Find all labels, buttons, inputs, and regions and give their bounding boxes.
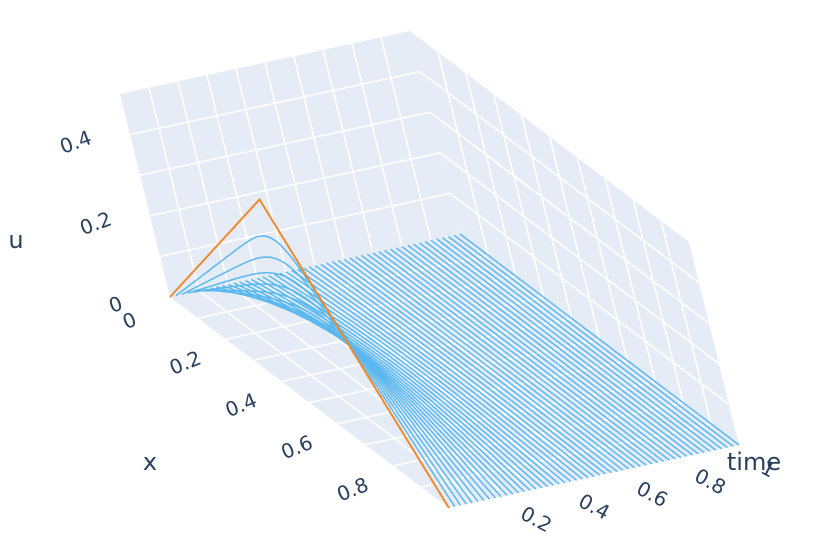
time-tick-label: 0.8	[691, 463, 730, 499]
solution-line	[430, 239, 711, 452]
back-wall-gridline	[129, 70, 421, 136]
solution-line	[256, 277, 537, 490]
side-wall-gridline	[492, 94, 545, 298]
solution-line	[378, 251, 659, 464]
solution-line	[366, 253, 647, 466]
back-wall-gridline	[177, 81, 229, 285]
x-tick-label: 0.2	[166, 346, 204, 380]
initial-condition-line	[169, 197, 450, 509]
solution-line	[453, 234, 734, 447]
back-wall-gridline	[293, 56, 345, 260]
solution-line	[320, 263, 601, 476]
u-tick-label: 0.2	[77, 207, 115, 240]
initial-condition-polyline	[169, 197, 450, 509]
solution-line	[250, 278, 531, 491]
floor-gridline	[337, 359, 628, 425]
solution-line	[407, 244, 688, 457]
solution-line	[314, 264, 595, 478]
floor-gridline	[225, 275, 516, 340]
solution-line	[326, 262, 607, 475]
time-tick-label: 0.4	[575, 489, 614, 525]
solution-line	[459, 233, 740, 446]
floor-gridline	[281, 317, 572, 383]
side-wall-gridline	[429, 111, 710, 324]
side-wall-gridline	[439, 152, 720, 365]
x-tick-label: 0.6	[278, 430, 316, 464]
solution-line	[401, 246, 682, 459]
solution-line	[273, 273, 554, 486]
side-wall-gridline	[548, 136, 601, 340]
solution-line	[331, 261, 612, 474]
back-wall-gridline	[148, 87, 200, 291]
time-tick-label: 0.6	[633, 476, 672, 512]
u-axis-title: u	[8, 226, 23, 254]
solution-line	[337, 259, 618, 473]
back-wall-gridline	[235, 68, 287, 272]
solution-line	[308, 266, 589, 479]
solution-line	[239, 281, 520, 494]
solution-line	[372, 252, 653, 465]
floor-gridline	[253, 296, 544, 362]
solution-line	[395, 247, 676, 460]
back-wall-gridline	[206, 74, 258, 279]
solution-line	[268, 274, 549, 488]
side-wall-gridline	[604, 178, 657, 382]
back-wall-gridline	[380, 37, 432, 241]
solution-line	[355, 256, 636, 469]
solution-line	[447, 235, 728, 449]
back-wall-gridline	[139, 111, 431, 176]
solution-line	[360, 254, 641, 467]
solution-line	[279, 272, 560, 485]
solution-line	[389, 248, 670, 461]
solution-line	[424, 241, 705, 454]
time-axis-title: time	[727, 448, 781, 476]
solution-line	[436, 238, 717, 451]
solution-line	[343, 258, 624, 471]
solution-line	[181, 256, 462, 506]
back-wall-gridline	[351, 43, 403, 247]
solution-line	[233, 282, 514, 495]
solution-line	[227, 283, 508, 496]
solution-line	[384, 249, 665, 462]
u-tick-label: 0.4	[57, 125, 95, 158]
side-wall-gridline	[576, 157, 629, 361]
solution-line	[442, 237, 723, 450]
x-tick-label: 0.8	[333, 472, 371, 506]
u-tick-label: 0	[106, 291, 126, 318]
x-tick-label: 0.4	[222, 388, 260, 422]
solution-line	[291, 269, 572, 483]
side-wall-gridline	[437, 51, 489, 256]
back-wall-gridline	[322, 49, 374, 254]
solution-line	[413, 243, 694, 456]
solution-line	[175, 235, 456, 508]
solution-line	[349, 257, 630, 470]
x-axis-title: x	[143, 448, 157, 476]
solution-line	[418, 242, 699, 455]
floor-gridline	[309, 338, 600, 404]
floor-gridline	[365, 380, 656, 446]
back-wall-gridline	[149, 152, 441, 217]
solution-line	[285, 271, 566, 484]
side-wall-gridline	[465, 73, 517, 277]
solution-line	[262, 276, 543, 489]
back-wall-gridline	[159, 192, 451, 258]
floor-gridline	[197, 254, 489, 319]
side-wall-gridline	[449, 192, 730, 406]
solution-line	[302, 267, 583, 480]
back-wall-gridline	[264, 62, 316, 266]
solution-line	[297, 268, 578, 481]
solution-line	[245, 279, 525, 493]
side-wall-gridline	[520, 115, 573, 319]
side-wall-gridline	[660, 220, 712, 425]
time-tick-label: 0.2	[517, 501, 556, 537]
side-wall-gridline	[632, 199, 684, 403]
side-wall-gridline	[419, 70, 700, 284]
solution-lines	[175, 233, 740, 508]
